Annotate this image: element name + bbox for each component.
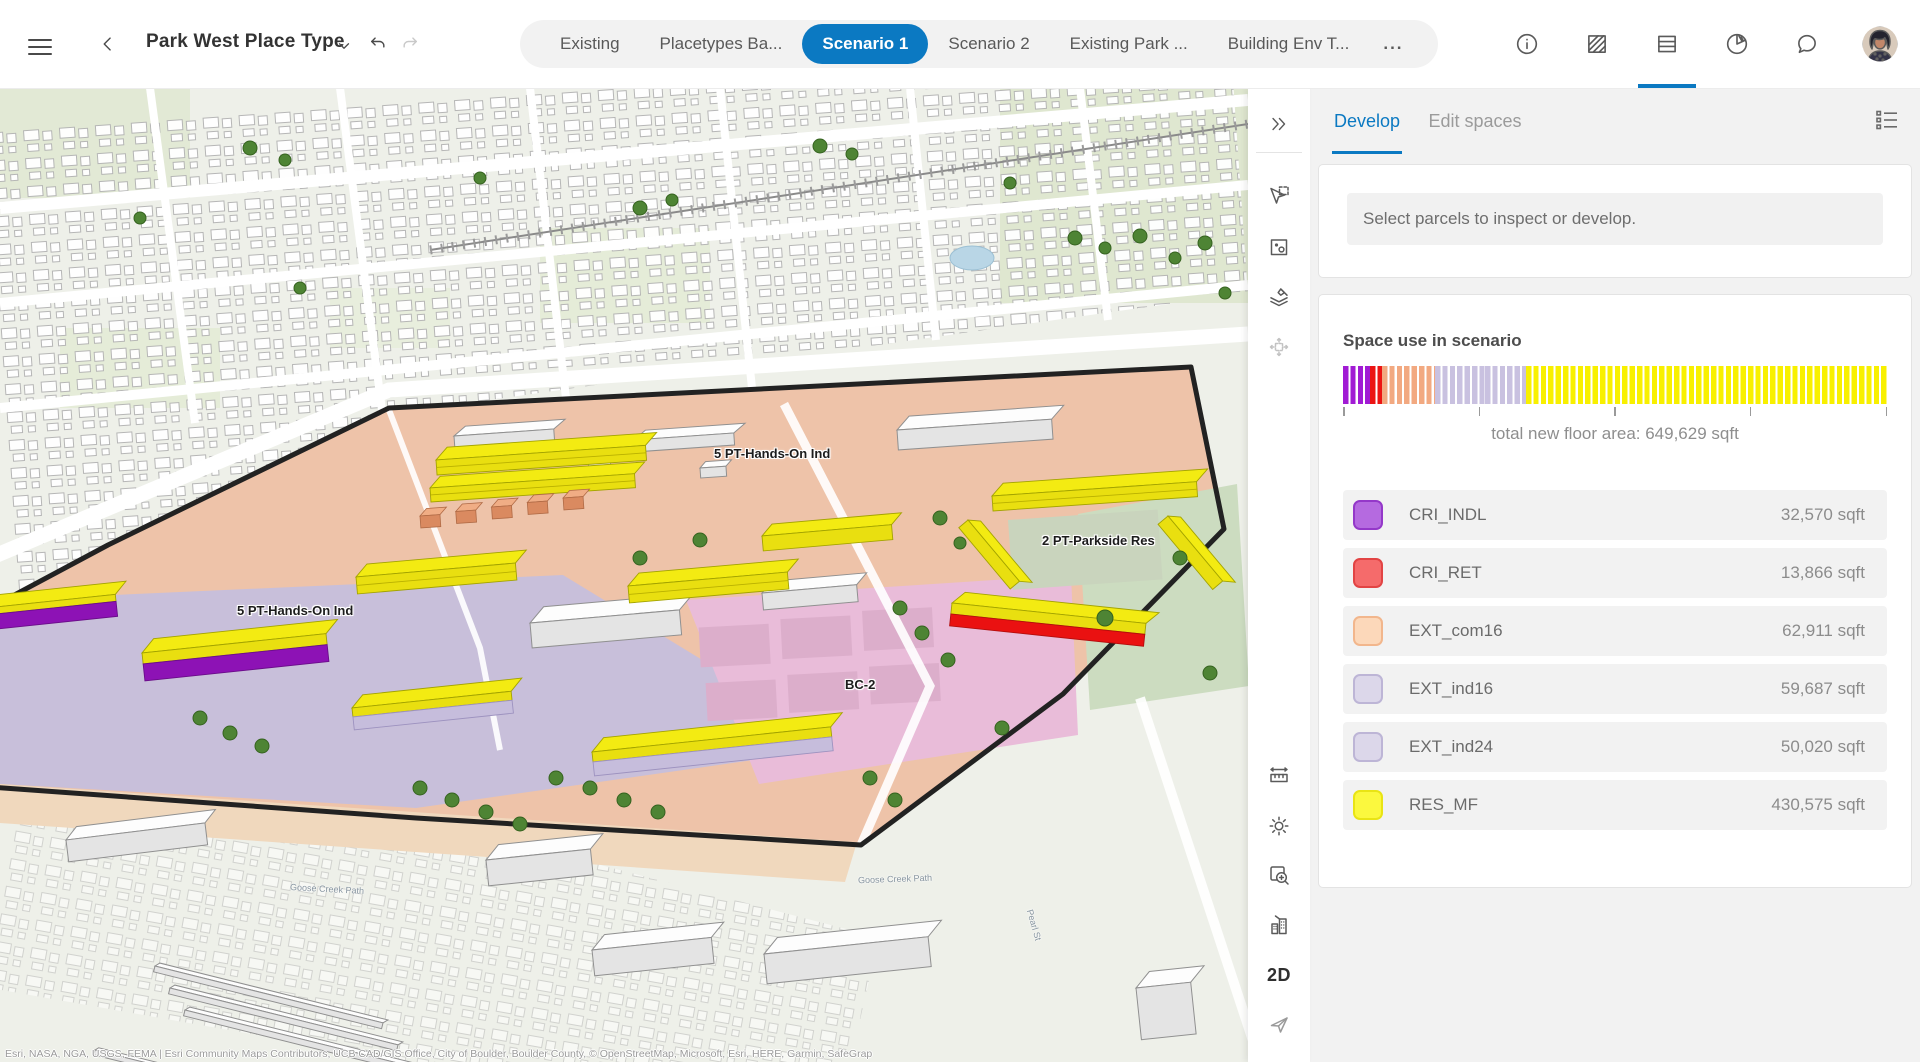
legend-value: 59,687 sqft (1781, 679, 1865, 699)
zoom-to-area-icon[interactable] (1261, 857, 1297, 893)
zone-label-bc2: BC-2 (845, 677, 875, 692)
space-use-card: Space use in scenario total new floor ar… (1318, 294, 1912, 888)
bar-segment-ext-ind24[interactable] (1485, 366, 1527, 404)
color-chip-ext-ind24 (1353, 732, 1383, 762)
chevron-down-icon[interactable] (330, 32, 358, 60)
legend-value: 50,020 sqft (1781, 737, 1865, 757)
legend-row-res-mf[interactable]: RES_MF 430,575 sqft (1343, 780, 1887, 830)
user-avatar[interactable] (1862, 0, 1898, 88)
legend-label: EXT_com16 (1409, 621, 1503, 641)
city-conditions-icon[interactable] (1261, 907, 1297, 943)
legend-row-ext-ind24[interactable]: EXT_ind24 50,020 sqft (1343, 722, 1887, 772)
scenario-tabs: Existing Placetypes Ba... Scenario 1 Sce… (520, 20, 1438, 68)
legend-value: 13,866 sqft (1781, 563, 1865, 583)
back-icon[interactable] (94, 30, 122, 58)
bar-segment-cri-ret[interactable] (1370, 366, 1382, 404)
total-floor-area-label: total new floor area: 649,629 sqft (1343, 424, 1887, 444)
tab-existing[interactable]: Existing (540, 24, 640, 64)
tab-placetypes-baseline[interactable]: Placetypes Ba... (640, 24, 803, 64)
color-chip-ext-com16 (1353, 616, 1383, 646)
select-parcels-icon[interactable] (1261, 178, 1297, 214)
legend-row-ext-ind16[interactable]: EXT_ind16 59,687 sqft (1343, 664, 1887, 714)
select-parcels-card: Select parcels to inspect or develop. (1318, 164, 1912, 278)
comments-icon[interactable] (1792, 0, 1822, 88)
legend-label: CRI_INDL (1409, 505, 1486, 525)
space-use-stacked-bar[interactable] (1343, 366, 1887, 404)
redo-icon[interactable] (396, 30, 424, 58)
space-use-title: Space use in scenario (1343, 331, 1887, 351)
develop-panel: Develop Edit spaces Select parcels to in… (1310, 88, 1920, 1062)
table-rows-icon[interactable] (1652, 0, 1682, 88)
menu-icon[interactable] (28, 34, 52, 54)
panel-tabs: Develop Edit spaces (1310, 88, 1920, 154)
tab-develop[interactable]: Develop (1334, 88, 1400, 154)
tab-building-env[interactable]: Building Env T... (1208, 24, 1370, 64)
color-chip-res-mf (1353, 790, 1383, 820)
top-bar: Park West Place Type Existing Placetypes… (0, 0, 1920, 89)
layer-list-icon[interactable] (1876, 110, 1898, 130)
legend-label: CRI_RET (1409, 563, 1482, 583)
color-chip-cri-indl (1353, 500, 1383, 530)
legend-row-cri-indl[interactable]: CRI_INDL 32,570 sqft (1343, 490, 1887, 540)
select-parcels-hint: Select parcels to inspect or develop. (1347, 193, 1883, 245)
legend-value: 32,570 sqft (1781, 505, 1865, 525)
placetype-label-parkside-res: 2 PT-Parkside Res (1042, 533, 1155, 548)
tab-existing-park[interactable]: Existing Park ... (1050, 24, 1208, 64)
bar-axis-ticks (1343, 407, 1887, 418)
legend-row-ext-com16[interactable]: EXT_com16 62,911 sqft (1343, 606, 1887, 656)
sketch-icon[interactable] (1261, 279, 1297, 315)
placetype-label-hands-on-ind-1: 5 PT-Hands-On Ind (714, 446, 830, 461)
tabs-overflow-icon[interactable]: ... (1369, 34, 1417, 54)
bar-segment-ext-ind16[interactable] (1435, 366, 1485, 404)
measure-icon[interactable] (1261, 757, 1297, 793)
space-use-legend: CRI_INDL 32,570 sqft CRI_RET 13,866 sqft… (1343, 490, 1887, 830)
legend-value: 62,911 sqft (1782, 621, 1865, 641)
share-plane-icon[interactable] (1261, 1007, 1297, 1043)
bar-segment-ext-com16[interactable] (1382, 366, 1435, 404)
page-title: Park West Place Type (146, 31, 345, 53)
daylight-sun-icon[interactable] (1261, 808, 1297, 844)
legend-label: RES_MF (1409, 795, 1478, 815)
map-3d-view[interactable]: 5 PT-Hands-On Ind 5 PT-Hands-On Ind 2 PT… (0, 88, 1248, 1062)
pie-chart-icon[interactable] (1722, 0, 1752, 88)
color-chip-cri-ret (1353, 558, 1383, 588)
information-icon[interactable] (1512, 0, 1542, 88)
move-icon[interactable] (1261, 329, 1297, 365)
map-canvas (0, 88, 1248, 1062)
legend-label: EXT_ind24 (1409, 737, 1493, 757)
legend-row-cri-ret[interactable]: CRI_RET 13,866 sqft (1343, 548, 1887, 598)
tab-scenario-2[interactable]: Scenario 2 (928, 24, 1049, 64)
color-chip-ext-ind16 (1353, 674, 1383, 704)
placetypes-hatch-icon[interactable] (1582, 0, 1612, 88)
map-tool-rail: 2D (1248, 88, 1310, 1062)
view-mode-2d-button[interactable]: 2D (1261, 957, 1297, 993)
map-attribution: Esri, NASA, NGA, USGS, FEMA | Esri Commu… (5, 1048, 872, 1060)
legend-value: 430,575 sqft (1771, 795, 1865, 815)
undo-icon[interactable] (364, 30, 392, 58)
placetype-label-hands-on-ind-2: 5 PT-Hands-On Ind (237, 603, 353, 618)
bar-segment-res-mf[interactable] (1526, 366, 1887, 404)
collapse-panel-icon[interactable] (1261, 106, 1297, 142)
tab-edit-spaces[interactable]: Edit spaces (1429, 88, 1522, 154)
tab-scenario-1[interactable]: Scenario 1 (802, 24, 928, 64)
rail-divider (1256, 152, 1302, 153)
select-features-icon[interactable] (1261, 229, 1297, 265)
legend-label: EXT_ind16 (1409, 679, 1493, 699)
bar-segment-cri-indl[interactable] (1343, 366, 1370, 404)
